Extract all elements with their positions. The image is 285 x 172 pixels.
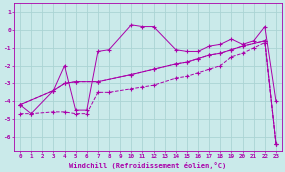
X-axis label: Windchill (Refroidissement éolien,°C): Windchill (Refroidissement éolien,°C) [69, 162, 227, 169]
